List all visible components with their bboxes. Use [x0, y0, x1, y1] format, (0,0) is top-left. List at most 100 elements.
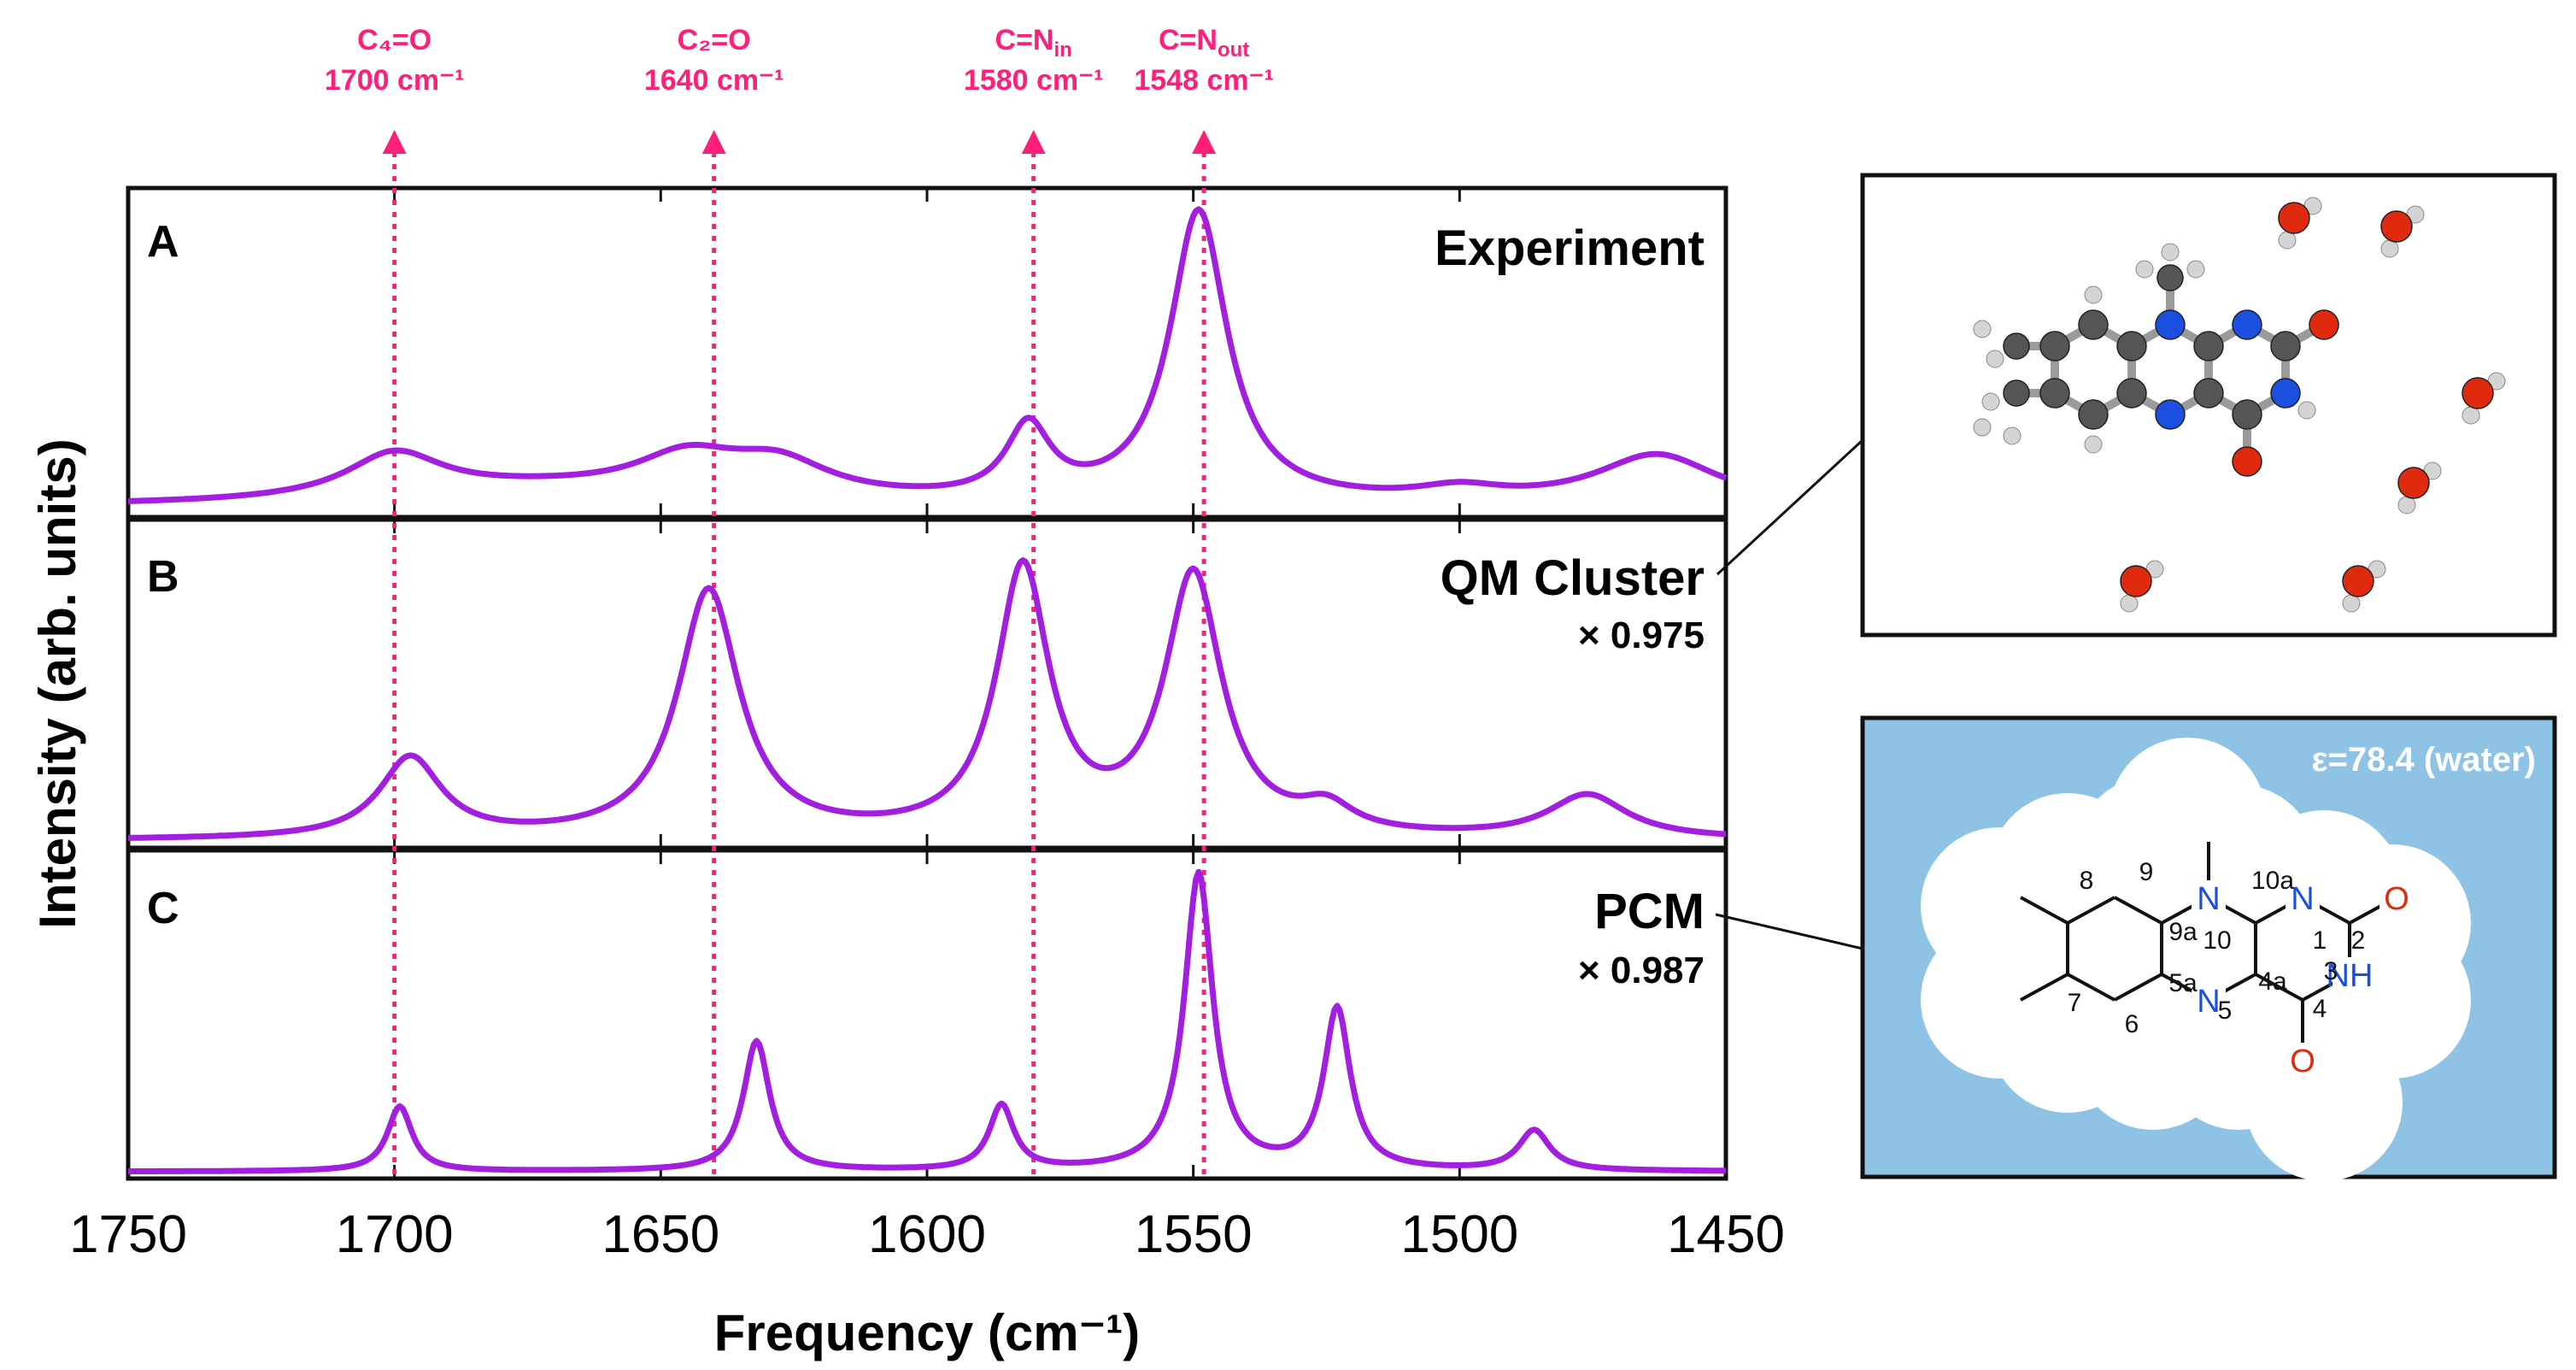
- frequency-markers: [382, 130, 1217, 1179]
- qm-water-oxygen: [2462, 377, 2494, 409]
- pcm-atom-number: 1: [2313, 926, 2327, 955]
- qm-hydrogen-atom: [2084, 285, 2103, 304]
- pcm-atom-number: 3: [2324, 957, 2338, 985]
- panel-b-letter: B: [147, 552, 179, 602]
- qm-hydrogen-atom: [1981, 392, 2000, 411]
- marker-label-top: C=Nin: [995, 24, 1072, 62]
- qm-hydrogen-atom: [2120, 594, 2139, 613]
- panel-a-title: Experiment: [1435, 220, 1705, 276]
- qm-hydrogen-atom: [2462, 406, 2480, 425]
- qm-hydrogen-atom: [2161, 243, 2180, 262]
- spectrum-experiment: [127, 206, 1728, 504]
- qm-atom: [2156, 264, 2184, 291]
- qm-hydrogen-atom: [2003, 426, 2021, 445]
- pcm-atom-symbol: N: [2197, 984, 2220, 1020]
- pcm-atom-number: 10: [2203, 926, 2231, 955]
- pcm-cavity: [1921, 738, 2471, 1181]
- panel-c-scale: × 0.987: [1578, 950, 1705, 991]
- pcm-bond: [2114, 973, 2162, 1002]
- qm-hydrogen-atom: [2278, 231, 2297, 250]
- pcm-atom-number: 4a: [2258, 967, 2287, 996]
- x-tick-labels: 1750 1700 1650 1600 1550 1500 1450: [69, 1205, 1785, 1264]
- x-tick-label: 1650: [601, 1205, 719, 1264]
- qm-hydrogen-atom: [2342, 594, 2361, 613]
- pcm-cavity-sphere: [2245, 1024, 2403, 1181]
- pcm-atom-number: 5: [2218, 997, 2233, 1025]
- spectrum-qm-cluster: [127, 557, 1727, 841]
- qm-water-oxygen: [2120, 565, 2152, 597]
- qm-hydrogen-atom: [2084, 435, 2103, 454]
- pcm-atom-number: 4: [2313, 995, 2327, 1023]
- qm-cluster-inset: [1860, 173, 2557, 638]
- pcm-atom-number: 8: [2080, 867, 2094, 895]
- qm-water-oxygen: [2278, 202, 2310, 234]
- x-tick-label: 1500: [1400, 1205, 1518, 1264]
- x-tick-marks: [393, 188, 1461, 1179]
- marker-arrowhead: [701, 130, 726, 154]
- qm-atom: [2116, 331, 2147, 362]
- pcm-atom-bg: [2286, 880, 2320, 914]
- pcm-atom-symbol: O: [2290, 1044, 2315, 1079]
- qm-hydrogen-atom: [1973, 320, 1992, 338]
- panel-c-frame: [126, 848, 1728, 1181]
- qm-water-oxygen: [2342, 565, 2374, 597]
- pcm-atom-number: 5a: [2168, 969, 2198, 997]
- pcm-atom-symbol: N: [2291, 881, 2314, 917]
- pcm-bond: [2255, 973, 2303, 1002]
- qm-atom: [2193, 331, 2224, 362]
- qm-atom: [2232, 446, 2262, 477]
- pcm-cavity-sphere: [2109, 738, 2266, 895]
- pcm-atom-number: 9a: [2168, 918, 2198, 946]
- qm-hydrogen-atom: [2135, 260, 2154, 279]
- qm-atom: [2270, 378, 2301, 409]
- marker-label-bottom: 1640 cm⁻¹: [644, 64, 784, 97]
- pcm-atom-symbol: NH: [2327, 958, 2374, 994]
- qm-atom: [2039, 331, 2070, 362]
- marker-arrowhead: [382, 130, 407, 154]
- marker-label-top: C₂=O: [678, 24, 751, 56]
- qm-atom: [2232, 399, 2262, 430]
- pcm-atom-number: 9: [2139, 858, 2154, 886]
- qm-atom: [2270, 331, 2301, 362]
- x-tick-label: 1600: [868, 1205, 986, 1264]
- marker-arrowhead: [1021, 130, 1046, 154]
- x-axis-label: Frequency (cm⁻¹): [714, 1304, 1140, 1361]
- pcm-bond: [2114, 896, 2162, 925]
- qm-hydrogen-atom: [2380, 239, 2399, 258]
- panel-b-title: QM Cluster: [1441, 550, 1705, 606]
- panel-c-letter: C: [147, 884, 179, 933]
- panel-c-title: PCM: [1594, 884, 1705, 939]
- spectrum-pcm: [127, 868, 1727, 1174]
- marker-label-bottom: 1580 cm⁻¹: [964, 64, 1104, 97]
- qm-hydrogen-atom: [1986, 350, 2004, 368]
- pcm-cavity-sphere: [2023, 870, 2180, 1027]
- qm-hydrogen-atom: [2397, 496, 2416, 514]
- marker-label-top: C₄=O: [357, 24, 431, 56]
- pcm-atom-bg: [2192, 983, 2226, 1017]
- connector-qm: [1716, 438, 1864, 576]
- qm-atom: [2078, 399, 2109, 430]
- qm-atom: [2003, 379, 2030, 407]
- qm-atom: [2155, 399, 2186, 430]
- qm-molecule-model: [1973, 197, 2506, 613]
- marker-label-top: C=Nout: [1159, 24, 1249, 62]
- marker-arrowhead: [1192, 130, 1217, 154]
- pcm-bond: [2067, 896, 2115, 925]
- pcm-atom-number: 6: [2125, 1010, 2139, 1038]
- pcm-bond: [2020, 896, 2068, 925]
- panel-b-scale: × 0.975: [1578, 614, 1705, 656]
- pcm-atom-symbol: O: [2384, 881, 2409, 917]
- qm-atom: [2116, 378, 2147, 409]
- pcm-atom-bg: [2192, 880, 2226, 914]
- pcm-atom-number: 2: [2351, 926, 2366, 955]
- qm-atom: [2078, 309, 2109, 340]
- qm-atom: [2193, 378, 2224, 409]
- pcm-bond: [2020, 973, 2068, 1002]
- x-tick-label: 1550: [1135, 1205, 1253, 1264]
- qm-atom: [2003, 332, 2030, 360]
- pcm-atom-symbol: N: [2197, 881, 2220, 917]
- x-tick-label: 1700: [336, 1205, 454, 1264]
